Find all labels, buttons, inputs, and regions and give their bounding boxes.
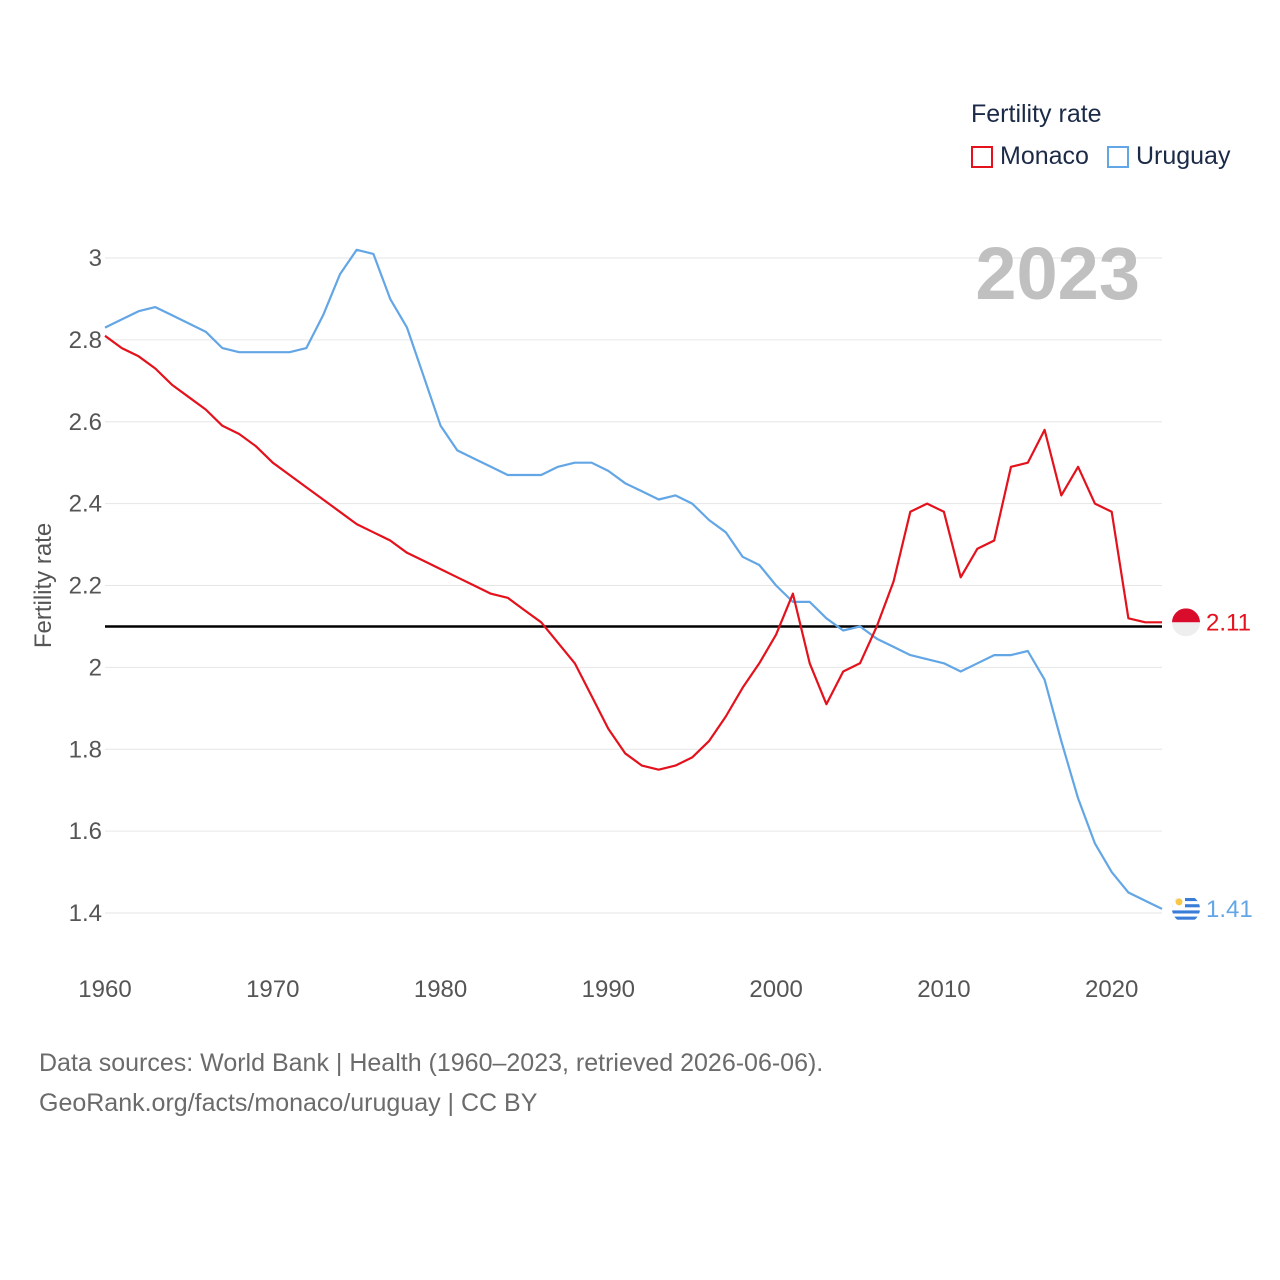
footer: Data sources: World Bank | Health (1960–… [39, 1043, 823, 1123]
series-line-monaco [104, 334, 1162, 771]
y-axis-title: Fertility rate [30, 523, 57, 648]
uruguay-flag-icon [1172, 894, 1200, 923]
x-tick-label: 1980 [414, 976, 467, 1003]
y-tick-label: 1.6 [69, 818, 102, 845]
y-tick-label: 2.8 [69, 327, 102, 354]
attribution-text: GeoRank.org/facts/monaco/uruguay | CC BY [39, 1089, 538, 1117]
legend-label-uruguay: Uruguay [1135, 142, 1231, 170]
y-tick-label: 1.8 [69, 736, 102, 763]
y-tick-label: 2.4 [69, 491, 102, 518]
legend-item-monaco[interactable]: Monaco [971, 142, 1089, 171]
end-label-uruguay: 1.41 [1206, 896, 1253, 923]
year-label: 2023 [975, 232, 1140, 315]
legend-title: Fertility rate [971, 100, 1102, 128]
legend-label-monaco: Monaco [1000, 142, 1089, 170]
x-tick-label: 1970 [246, 976, 299, 1003]
x-tick-label: 2000 [749, 976, 802, 1003]
x-tick-label: 2010 [917, 976, 970, 1003]
legend: Monaco Uruguay [971, 142, 1248, 171]
y-tick-label: 1.4 [69, 900, 102, 927]
x-tick-label: 1960 [78, 976, 131, 1003]
end-label-monaco: 2.11 [1206, 609, 1251, 636]
x-tick-label: 2020 [1085, 976, 1138, 1003]
legend-item-uruguay[interactable]: Uruguay [1106, 142, 1231, 171]
y-tick-label: 2.6 [69, 409, 102, 436]
legend-swatch-monaco [971, 145, 993, 168]
legend-swatch-uruguay [1106, 145, 1129, 168]
x-tick-label: 1990 [582, 976, 635, 1003]
data-sources-text: Data sources: World Bank | Health (1960–… [39, 1049, 824, 1077]
series-line-uruguay [104, 248, 1163, 910]
monaco-flag-icon [1172, 608, 1200, 637]
y-tick-label: 3 [89, 245, 102, 272]
y-tick-label: 2 [89, 654, 102, 681]
y-tick-label: 2.2 [69, 573, 102, 600]
